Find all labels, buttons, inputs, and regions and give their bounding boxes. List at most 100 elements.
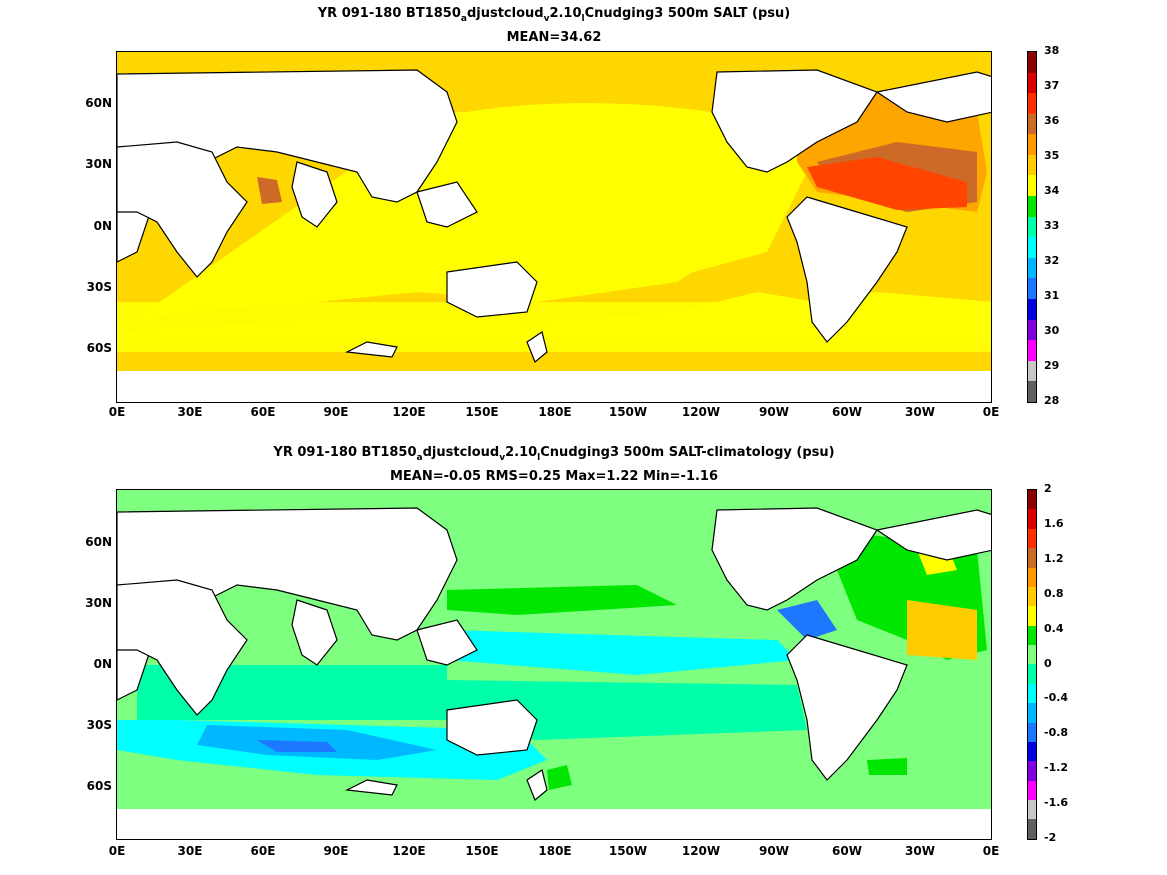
panel2-title-sub2: v bbox=[499, 453, 506, 463]
panel1-title-sub1: a bbox=[460, 14, 467, 24]
colorbar-swatch bbox=[1028, 196, 1036, 217]
colorbar-swatch bbox=[1028, 154, 1036, 176]
panel1-lon-label: 60E bbox=[250, 405, 276, 419]
colorbar-swatch bbox=[1028, 72, 1036, 94]
panel1-lon-label: 30W bbox=[905, 405, 935, 419]
panel2-title-part4: Cnudging3 500m SALT-climatology (psu) bbox=[540, 445, 835, 460]
colorbar-tick-label: 30 bbox=[1044, 324, 1060, 337]
panel2-colorbar bbox=[1027, 489, 1037, 840]
panel1-colorbar bbox=[1027, 51, 1037, 403]
colorbar-tick-label: 38 bbox=[1044, 44, 1060, 57]
colorbar-swatch bbox=[1028, 381, 1036, 402]
colorbar-swatch bbox=[1028, 586, 1036, 607]
panel2-stats: MEAN=-0.05 RMS=0.25 Max=1.22 Min=-1.16 bbox=[389, 469, 719, 484]
colorbar-tick-label: 36 bbox=[1044, 114, 1060, 127]
colorbar-swatch bbox=[1028, 509, 1036, 529]
colorbar-swatch bbox=[1028, 722, 1036, 742]
colorbar-swatch bbox=[1028, 664, 1036, 684]
colorbar-tick-label: 2 bbox=[1044, 482, 1052, 495]
colorbar-swatch bbox=[1028, 319, 1036, 341]
panel1-lon-label: 0E bbox=[108, 405, 126, 419]
colorbar-swatch bbox=[1028, 606, 1036, 626]
panel1-lat-label: 30N bbox=[85, 157, 112, 171]
panel2-map bbox=[116, 489, 992, 840]
panel2-lon-label: 150W bbox=[608, 844, 648, 858]
colorbar-swatch bbox=[1028, 298, 1036, 320]
panel1-title-sub2: v bbox=[543, 14, 550, 24]
panel2-lat-label: 30S bbox=[86, 718, 112, 732]
panel2-lat-label: 60N bbox=[85, 535, 112, 549]
panel1-lon-label: 150E bbox=[465, 405, 499, 419]
panel2-lon-label: 0E bbox=[982, 844, 1000, 858]
panel2-lat-label: 30N bbox=[85, 596, 112, 610]
colorbar-tick-label: 0 bbox=[1044, 656, 1052, 670]
panel1-title-text: YR 091-180 BT1850 bbox=[317, 6, 461, 21]
colorbar-swatch bbox=[1028, 703, 1036, 723]
panel1-lon-label: 60W bbox=[832, 405, 862, 419]
panel2-title-part3: 2.10 bbox=[505, 445, 538, 460]
colorbar-swatch bbox=[1028, 548, 1036, 568]
colorbar-swatch bbox=[1028, 780, 1036, 800]
colorbar-swatch bbox=[1028, 761, 1036, 781]
panel2-title-part2: djustcloud bbox=[422, 445, 500, 460]
colorbar-tick-label: 32 bbox=[1044, 254, 1060, 267]
panel1-stats: MEAN=34.62 bbox=[506, 30, 602, 45]
colorbar-tick-label: 29 bbox=[1044, 359, 1060, 372]
panel2-title: YR 091-180 BT1850adjustcloudv2.10lCnudgi… bbox=[116, 443, 992, 468]
panel1-lon-label: 120E bbox=[392, 405, 426, 419]
panel2-lon-label: 150E bbox=[465, 844, 499, 858]
colorbar-swatch bbox=[1028, 340, 1036, 361]
panel1-title-part3: 2.10 bbox=[549, 6, 582, 21]
colorbar-tick-label: 0.4 bbox=[1044, 621, 1064, 635]
colorbar-tick-label: 34 bbox=[1044, 184, 1060, 197]
colorbar-swatch bbox=[1028, 93, 1036, 114]
colorbar-tick-label: -2 bbox=[1044, 831, 1057, 844]
colorbar-tick-label: -1.2 bbox=[1044, 761, 1069, 775]
colorbar-tick-label: 37 bbox=[1044, 79, 1060, 92]
panel1-lon-label: 0E bbox=[982, 405, 1000, 419]
panel1-title-sub3: l bbox=[581, 14, 585, 24]
panel2-title-sub3: l bbox=[537, 453, 541, 463]
colorbar-swatch bbox=[1028, 278, 1036, 299]
panel2-lon-label: 60W bbox=[832, 844, 862, 858]
panel1-lon-label: 150W bbox=[608, 405, 648, 419]
panel2-lon-label: 60E bbox=[250, 844, 276, 858]
colorbar-tick-label: -0.4 bbox=[1044, 691, 1069, 705]
colorbar-tick-label: 31 bbox=[1044, 289, 1060, 302]
colorbar-swatch bbox=[1028, 490, 1036, 510]
colorbar-swatch bbox=[1028, 216, 1036, 238]
colorbar-swatch bbox=[1028, 741, 1036, 762]
panel2-lon-label: 90W bbox=[759, 844, 789, 858]
colorbar-swatch bbox=[1028, 257, 1036, 279]
colorbar-swatch bbox=[1028, 175, 1036, 197]
colorbar-swatch bbox=[1028, 113, 1036, 135]
panel1-title-part2: djustcloud bbox=[466, 6, 544, 21]
panel2-lon-label: 90E bbox=[323, 844, 349, 858]
colorbar-swatch bbox=[1028, 683, 1036, 704]
panel1-lon-label: 90W bbox=[759, 405, 789, 419]
colorbar-swatch bbox=[1028, 625, 1036, 645]
colorbar-swatch bbox=[1028, 645, 1036, 665]
panel1-title-part4: Cnudging3 500m SALT (psu) bbox=[584, 6, 791, 21]
colorbar-tick-label: 1.6 bbox=[1044, 516, 1064, 530]
panel1-lat-label: 0N bbox=[93, 219, 112, 233]
panel2-lon-label: 120W bbox=[681, 844, 721, 858]
colorbar-swatch bbox=[1028, 800, 1036, 820]
colorbar-swatch bbox=[1028, 528, 1036, 549]
panel2-title-text: YR 091-180 BT1850 bbox=[273, 445, 417, 460]
panel2-lon-label: 120E bbox=[392, 844, 426, 858]
panel2-lat-label: 60S bbox=[86, 779, 112, 793]
colorbar-swatch bbox=[1028, 819, 1036, 839]
colorbar-swatch bbox=[1028, 567, 1036, 587]
panel1-lon-label: 120W bbox=[681, 405, 721, 419]
panel2-lon-label: 180E bbox=[538, 844, 572, 858]
colorbar-tick-label: 35 bbox=[1044, 149, 1060, 162]
panel1-map bbox=[116, 51, 992, 403]
panel2-lon-label: 30E bbox=[177, 844, 203, 858]
colorbar-swatch bbox=[1028, 360, 1036, 382]
colorbar-tick-label: 1.2 bbox=[1044, 551, 1064, 565]
colorbar-swatch bbox=[1028, 52, 1036, 73]
colorbar-tick-label: 33 bbox=[1044, 219, 1060, 232]
colorbar-tick-label: -0.8 bbox=[1044, 726, 1069, 740]
colorbar-swatch bbox=[1028, 237, 1036, 258]
